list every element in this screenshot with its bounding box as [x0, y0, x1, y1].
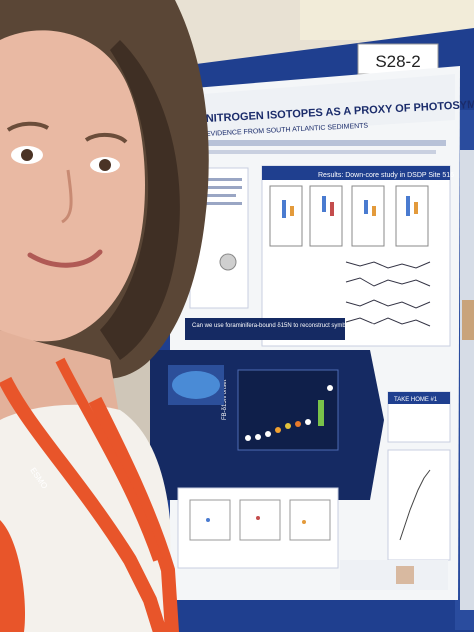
offset-axis-label: FB-δ15N offset	[222, 379, 228, 420]
poster-question: Can we use foraminifera-bound δ15N to re…	[192, 323, 391, 329]
person: ESMO	[0, 0, 209, 632]
results-heading: Results: Down-core study in DSDP Site 51…	[318, 172, 454, 179]
board-number-sign: S28-2	[357, 43, 439, 75]
board-number: S28-2	[375, 52, 420, 71]
take-home-heading: TAKE HOME #1	[394, 397, 438, 403]
poster: NITROGEN ISOTOPES AS A PROXY OF PHOTOSYM…	[150, 66, 474, 600]
